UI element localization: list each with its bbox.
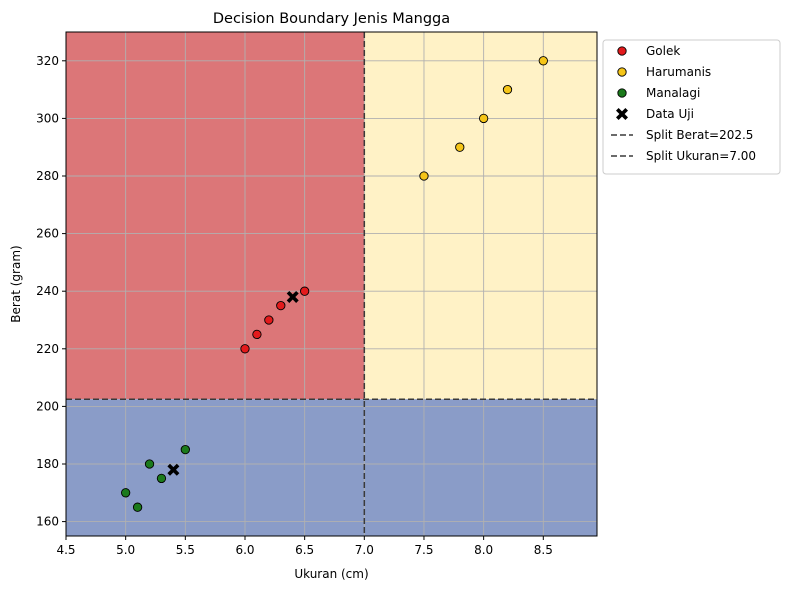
legend-label-harumanis: Harumanis [646,65,711,79]
legend-label-golek: Golek [646,44,680,58]
point-golek [252,329,262,340]
y-axis-label: Berat (gram) [9,245,23,322]
region-manalagi [66,399,597,536]
y-tick-label: 300 [36,111,59,125]
x-tick-label: 7.0 [355,543,374,557]
decision-regions [66,32,597,536]
point-manalagi [121,488,131,498]
y-tick-label: 240 [36,284,59,298]
region-harumanis [364,32,597,400]
legend-marker-golek [617,46,627,56]
x-tick-label: 8.0 [474,543,493,557]
point-manalagi [132,502,143,512]
axis-ticks: 4.5 5.0 5.5 6.0 6.5 7.0 7.5 8.0 8.5 160 180 200 220 2… [36,54,553,557]
point-golek [240,344,250,354]
y-tick-label: 280 [36,169,59,183]
legend: Golek Harumanis Manalagi Data Uji Split Bera… [602,39,781,175]
point-harumanis [538,56,548,66]
x-tick-label: 6.0 [235,543,254,557]
x-tick-label: 5.0 [116,543,135,557]
point-harumanis [502,84,513,95]
data-points [121,56,548,512]
point-golek [264,315,274,325]
point-data-uji [167,463,180,476]
legend-frame [602,39,781,175]
x-tick-label: 8.5 [534,543,553,557]
legend-label-data-uji: Data Uji [646,107,694,121]
point-golek [276,300,286,311]
y-tick-label: 220 [36,342,59,356]
point-manalagi [180,444,190,455]
point-harumanis [478,113,489,124]
legend-marker-data-uji [616,108,628,120]
y-tick-label: 200 [36,399,59,413]
point-data-uji [286,290,299,303]
y-tick-label: 260 [36,227,59,241]
legend-marker-harumanis [617,67,627,77]
x-tick-label: 7.5 [414,543,433,557]
point-golek [300,286,310,296]
point-manalagi [144,459,155,469]
x-tick-label: 6.5 [295,543,314,557]
legend-label-split-ukuran-7-00: Split Ukuran=7.00 [646,149,756,163]
chart-title: Decision Boundary Jenis Mangga [213,11,450,27]
point-manalagi [156,473,167,484]
legend-marker-manalagi [617,88,627,98]
plot-frame [65,31,598,537]
legend-label-manalagi: Manalagi [646,86,700,100]
y-tick-label: 160 [36,515,59,529]
region-golek [66,32,365,400]
legend-label-split-berat-202-5: Split Berat=202.5 [646,128,753,142]
y-tick-label: 320 [36,54,59,68]
point-harumanis [419,171,429,181]
x-tick-label: 5.5 [176,543,195,557]
x-tick-label: 4.5 [56,543,75,557]
point-harumanis [455,142,465,152]
y-tick-label: 180 [36,457,59,471]
split-lines [66,32,597,536]
x-axis-label: Ukuran (cm) [294,567,368,581]
